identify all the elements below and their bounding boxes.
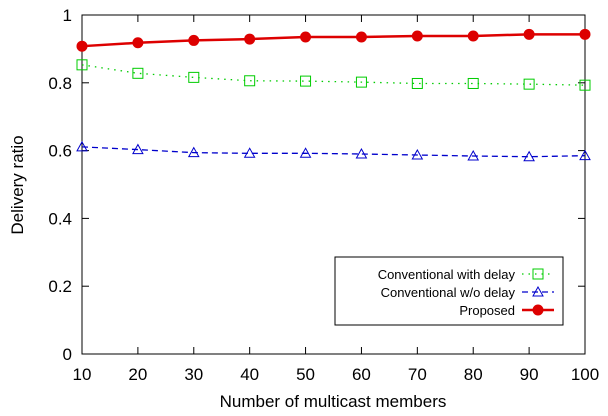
series-1	[76, 140, 591, 162]
legend-marker	[532, 285, 544, 297]
y-axis-title: Delivery ratio	[8, 135, 27, 234]
series-line	[81, 146, 586, 158]
x-tick-label: 40	[240, 365, 259, 384]
data-point	[188, 71, 200, 83]
legend-label: Conventional with delay	[378, 267, 516, 282]
x-tick-label: 10	[73, 365, 92, 384]
data-point	[132, 143, 144, 155]
data-point	[579, 79, 591, 91]
x-tick-label: 70	[408, 365, 427, 384]
data-point	[579, 149, 591, 161]
x-tick-label: 80	[464, 365, 483, 384]
data-point	[411, 148, 424, 160]
plot-frame	[81, 14, 586, 355]
data-point	[244, 33, 256, 45]
data-point	[132, 67, 144, 79]
data-point	[76, 40, 88, 52]
data-point	[411, 77, 423, 89]
data-point	[300, 75, 312, 87]
data-point	[76, 59, 88, 71]
x-tick-label: 30	[184, 365, 203, 384]
data-point	[355, 76, 367, 88]
data-point	[523, 150, 535, 162]
series-2	[76, 28, 591, 52]
data-point	[467, 77, 479, 89]
data-point	[244, 75, 256, 87]
legend-marker	[532, 304, 544, 316]
y-tick-label: 0	[63, 345, 72, 364]
data-point	[76, 140, 88, 152]
legend-marker	[532, 268, 544, 280]
x-tick-label: 20	[128, 365, 147, 384]
data-point	[300, 31, 312, 43]
y-tick-label: 1	[63, 6, 72, 25]
data-point	[243, 147, 256, 158]
y-axis: 0 0.2 0.4 0.6 0.8 1	[48, 6, 585, 364]
data-point	[467, 30, 479, 42]
x-tick-label: 90	[520, 365, 539, 384]
legend: Conventional with delay Conventional w/o …	[334, 256, 564, 326]
data-point	[355, 31, 367, 43]
data-point	[188, 34, 200, 46]
legend-label: Conventional w/o delay	[381, 285, 516, 300]
y-tick-label: 0.4	[48, 209, 72, 228]
data-point	[579, 28, 591, 40]
series-layer	[76, 28, 591, 162]
data-point	[132, 37, 144, 49]
y-tick-label: 0.8	[48, 74, 72, 93]
series-line	[81, 33, 585, 48]
x-tick-label: 60	[352, 365, 371, 384]
data-point	[187, 146, 200, 158]
data-point	[523, 28, 535, 40]
data-point	[411, 30, 423, 42]
y-tick-label: 0.6	[48, 142, 72, 161]
legend-box	[334, 256, 564, 326]
y-tick-label: 0.2	[48, 277, 72, 296]
x-tick-label: 50	[296, 365, 315, 384]
x-axis: 10 20 30 40 50 60 70 80 90 100	[73, 15, 599, 384]
x-tick-label: 100	[571, 365, 599, 384]
series-line	[81, 64, 586, 86]
data-point	[523, 78, 535, 90]
x-axis-title: Number of multicast members	[220, 392, 447, 411]
series-0	[76, 59, 591, 91]
legend-entries: Conventional with delay Conventional w/o …	[378, 267, 554, 318]
data-point	[299, 147, 312, 158]
legend-label: Proposed	[459, 303, 515, 318]
data-point	[355, 147, 368, 159]
data-point	[467, 149, 480, 161]
